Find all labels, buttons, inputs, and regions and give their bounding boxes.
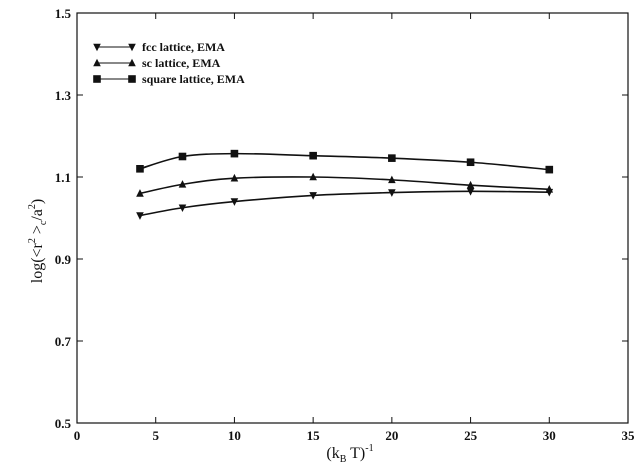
data-point-triangle-up (178, 180, 187, 188)
legend-label: fcc lattice, EMA (142, 40, 225, 54)
data-point-square (93, 75, 101, 83)
y-tick-label: 1.3 (55, 88, 72, 103)
data-point-triangle-up (309, 172, 317, 181)
series-layer (136, 149, 554, 220)
data-point-square (466, 158, 475, 167)
data-point-triangle-down (388, 189, 396, 197)
data-point-triangle-down (93, 43, 101, 52)
data-point-triangle-down (128, 43, 136, 52)
x-tick-label: 10 (228, 428, 241, 443)
legend: fcc lattice, EMA sc lattice, EMA square la… (93, 40, 245, 86)
data-point-square (136, 165, 144, 173)
x-tick-label: 0 (74, 428, 81, 443)
data-point-square (128, 75, 136, 83)
legend-entry-3: square lattice, EMA (93, 72, 245, 86)
data-point-triangle-up (128, 58, 136, 67)
data-point-triangle-down (136, 212, 144, 220)
y-tick-label: 1.1 (55, 170, 71, 185)
data-point-square (545, 165, 554, 174)
data-point-triangle-up (93, 58, 101, 67)
y-axis-label: log(<r2 >c/a2) (27, 199, 49, 283)
y-tick-label: 0.5 (55, 416, 72, 431)
series-line (139, 190, 550, 217)
legend-label: square lattice, EMA (142, 72, 245, 86)
data-point-square (388, 154, 396, 162)
y-tick-label: 1.5 (55, 6, 72, 21)
data-point-triangle-up (545, 185, 554, 193)
series-line (139, 152, 550, 171)
x-axis-label: (kB T)-1 (326, 443, 373, 464)
data-point-square (230, 149, 239, 158)
data-point-triangle-down (230, 198, 239, 206)
data-point-triangle-down (309, 192, 317, 200)
legend-entry-1: fcc lattice, EMA (93, 40, 225, 54)
x-tick-label: 5 (152, 428, 159, 443)
x-tick-label: 15 (307, 428, 321, 443)
data-point-triangle-down (466, 188, 475, 196)
data-point-triangle-up (136, 189, 144, 197)
data-point-triangle-up (466, 180, 475, 189)
data-point-square (178, 152, 187, 161)
legend-label: sc lattice, EMA (142, 56, 221, 70)
series-1 (136, 188, 554, 220)
series-2 (136, 172, 554, 197)
y-tick-label: 0.9 (55, 252, 72, 267)
x-tick-label: 20 (385, 428, 398, 443)
x-tick-label: 30 (543, 428, 556, 443)
plot-frame (76, 12, 629, 424)
x-tick-label: 35 (622, 428, 636, 443)
ticks: 0 5 10 15 20 25 30 35 0.5 0.7 0.9 1.1 1.3 1.5 (55, 6, 635, 443)
legend-entry-2: sc lattice, EMA (93, 56, 221, 70)
data-point-triangle-down (178, 204, 187, 213)
x-tick-label: 25 (464, 428, 478, 443)
data-point-triangle-up (388, 175, 396, 184)
data-point-square (309, 151, 317, 160)
data-point-triangle-up (230, 173, 239, 182)
axes (76, 12, 629, 424)
y-tick-label: 0.7 (55, 334, 72, 349)
series-3 (136, 149, 554, 174)
